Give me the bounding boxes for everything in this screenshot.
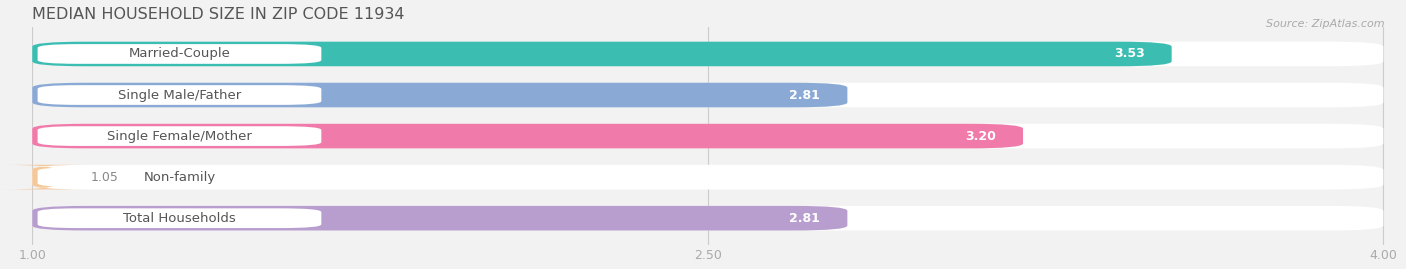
FancyBboxPatch shape	[38, 85, 322, 105]
Text: 2.81: 2.81	[790, 212, 820, 225]
FancyBboxPatch shape	[38, 44, 322, 64]
FancyBboxPatch shape	[0, 165, 86, 189]
Text: Married-Couple: Married-Couple	[128, 47, 231, 61]
FancyBboxPatch shape	[32, 42, 1171, 66]
FancyBboxPatch shape	[32, 83, 1384, 107]
FancyBboxPatch shape	[38, 167, 322, 187]
FancyBboxPatch shape	[32, 124, 1024, 148]
Text: 3.53: 3.53	[1114, 47, 1144, 61]
Text: Single Female/Mother: Single Female/Mother	[107, 130, 252, 143]
FancyBboxPatch shape	[38, 208, 322, 228]
FancyBboxPatch shape	[38, 126, 322, 146]
Text: Source: ZipAtlas.com: Source: ZipAtlas.com	[1267, 19, 1385, 29]
FancyBboxPatch shape	[32, 124, 1384, 148]
Text: 2.81: 2.81	[790, 89, 820, 101]
FancyBboxPatch shape	[32, 165, 1384, 189]
FancyBboxPatch shape	[32, 206, 1384, 231]
Text: Non-family: Non-family	[143, 171, 215, 184]
FancyBboxPatch shape	[32, 83, 848, 107]
Text: 3.20: 3.20	[965, 130, 995, 143]
Text: Total Households: Total Households	[124, 212, 236, 225]
FancyBboxPatch shape	[32, 206, 848, 231]
Text: Single Male/Father: Single Male/Father	[118, 89, 240, 101]
FancyBboxPatch shape	[32, 42, 1384, 66]
Text: 1.05: 1.05	[91, 171, 118, 184]
Text: MEDIAN HOUSEHOLD SIZE IN ZIP CODE 11934: MEDIAN HOUSEHOLD SIZE IN ZIP CODE 11934	[32, 7, 405, 22]
